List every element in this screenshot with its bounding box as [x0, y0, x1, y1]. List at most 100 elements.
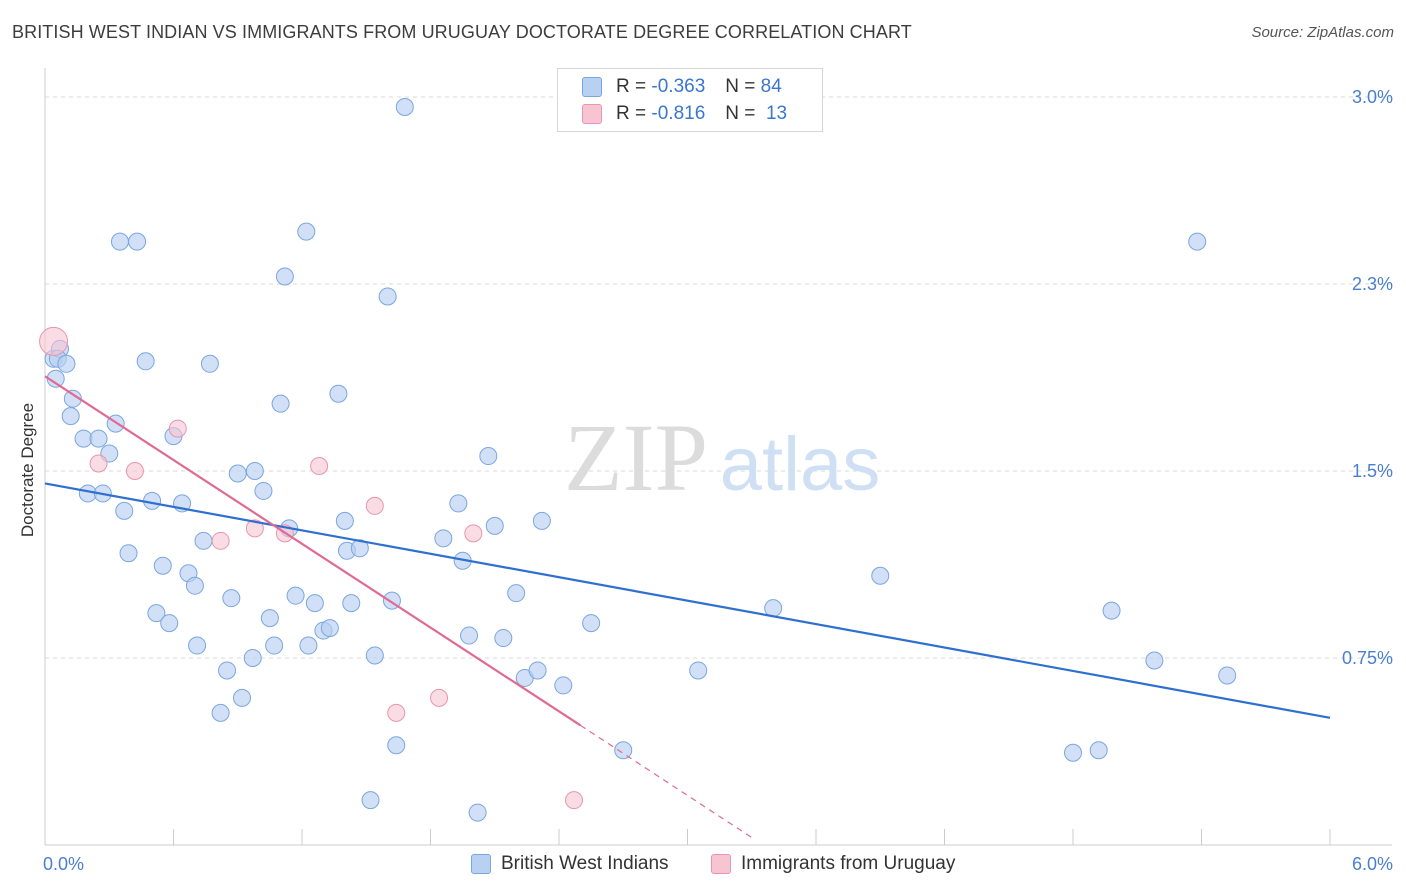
data-point-british-west-indians	[228, 464, 247, 483]
legend-r-label: R =	[616, 103, 647, 124]
data-point-immigrants-uruguay	[168, 419, 187, 438]
data-point-british-west-indians	[614, 741, 633, 760]
x-tick-label: 0.0%	[43, 854, 84, 874]
data-point-british-west-indians	[147, 604, 166, 623]
data-point-british-west-indians	[153, 556, 172, 575]
trend-line-british-west-indians	[44, 482, 1331, 719]
data-point-british-west-indians	[57, 354, 76, 373]
data-point-immigrants-uruguay	[39, 326, 69, 356]
legend-n-label: N =	[725, 76, 756, 97]
stats-legend: R = -0.363 N = 84 R = -0.816 N = 13	[557, 68, 823, 132]
data-point-immigrants-uruguay	[430, 688, 449, 707]
y-tick-label: 0.75%	[1342, 648, 1393, 668]
trend-lines	[44, 375, 1331, 839]
legend-r-value: -0.363	[651, 76, 706, 97]
data-point-british-west-indians	[1188, 232, 1207, 251]
chart-title: BRITISH WEST INDIAN VS IMMIGRANTS FROM U…	[12, 22, 912, 42]
data-point-british-west-indians	[582, 614, 601, 633]
data-point-british-west-indians	[233, 688, 252, 707]
data-point-british-west-indians	[361, 791, 380, 810]
watermark: ZIP atlas	[564, 404, 880, 511]
data-point-british-west-indians	[342, 594, 361, 613]
data-point-british-west-indians	[243, 649, 262, 667]
data-point-british-west-indians	[265, 636, 284, 655]
data-point-immigrants-uruguay	[310, 457, 329, 476]
data-point-british-west-indians	[1102, 601, 1121, 620]
data-point-british-west-indians	[286, 586, 305, 605]
data-point-british-west-indians	[335, 511, 354, 530]
data-point-british-west-indians	[188, 636, 207, 655]
data-point-british-west-indians	[479, 447, 498, 466]
legend-n-value: 13	[765, 103, 788, 124]
grid-lines	[45, 96, 1392, 659]
data-point-british-west-indians	[297, 222, 316, 241]
data-point-british-west-indians	[275, 267, 294, 286]
bottom-legend-british-west-indians: British West Indians	[471, 852, 669, 876]
data-point-british-west-indians	[1218, 666, 1237, 685]
watermark-atlas: atlas	[720, 422, 881, 507]
data-point-british-west-indians	[485, 516, 504, 535]
data-point-british-west-indians	[468, 803, 487, 822]
data-point-immigrants-uruguay	[89, 454, 108, 473]
data-point-british-west-indians	[460, 626, 479, 645]
data-point-british-west-indians	[365, 646, 384, 665]
data-point-british-west-indians	[378, 287, 397, 306]
data-point-british-west-indians	[222, 589, 241, 608]
tick-labels: 0.75% 1.5% 2.3% 3.0% 0.0% 6.0%	[43, 87, 1393, 874]
data-point-british-west-indians	[329, 384, 348, 403]
trend-line-immigrants-uruguay	[44, 375, 582, 727]
bottom-legend-swatch-blue	[471, 854, 491, 874]
data-point-british-west-indians	[449, 494, 468, 513]
data-point-british-west-indians	[434, 529, 453, 548]
data-point-british-west-indians	[871, 566, 890, 585]
legend-swatch-pink	[582, 104, 602, 124]
data-point-british-west-indians	[254, 481, 273, 500]
data-point-british-west-indians	[494, 629, 513, 648]
legend-n-value: 84	[760, 76, 782, 97]
data-point-british-west-indians	[61, 407, 80, 426]
data-point-british-west-indians	[128, 232, 147, 251]
data-point-british-west-indians	[200, 354, 219, 373]
data-point-british-west-indians	[320, 619, 339, 638]
data-point-immigrants-uruguay	[125, 462, 144, 480]
bottom-legend-label-blue: British West Indians	[501, 853, 669, 874]
data-point-british-west-indians	[218, 661, 237, 680]
data-point-british-west-indians	[689, 661, 708, 680]
data-point-british-west-indians	[305, 594, 324, 613]
data-point-british-west-indians	[119, 544, 138, 563]
data-point-immigrants-uruguay	[464, 524, 483, 543]
data-point-british-west-indians	[89, 429, 108, 448]
data-point-british-west-indians	[115, 501, 134, 520]
y-tick-label: 3.0%	[1352, 87, 1393, 107]
bottom-legend-label-pink: Immigrants from Uruguay	[741, 853, 956, 874]
data-point-british-west-indians	[299, 636, 318, 655]
data-point-immigrants-uruguay	[387, 703, 406, 722]
data-point-british-west-indians	[528, 661, 547, 680]
data-point-british-west-indians	[532, 511, 551, 530]
watermark-zip: ZIP	[564, 404, 708, 511]
legend-r-label: R =	[616, 76, 647, 97]
data-point-british-west-indians	[271, 394, 290, 413]
bottom-legend-immigrants-uruguay: Immigrants from Uruguay	[711, 852, 955, 876]
x-tick-label: 6.0%	[1352, 854, 1393, 874]
data-point-immigrants-uruguay	[211, 531, 230, 550]
data-point-british-west-indians	[554, 676, 573, 695]
data-point-british-west-indians	[160, 614, 179, 633]
data-point-british-west-indians	[211, 703, 230, 722]
y-tick-label: 1.5%	[1352, 461, 1393, 481]
legend-row-pink: R = -0.816 N = 13	[582, 102, 787, 126]
data-point-immigrants-uruguay	[245, 519, 264, 538]
data-point-british-west-indians	[245, 462, 264, 480]
y-tick-label: 2.3%	[1352, 274, 1393, 294]
legend-n-label: N =	[725, 103, 756, 124]
data-point-british-west-indians	[1064, 743, 1082, 762]
data-point-immigrants-uruguay	[564, 791, 583, 810]
legend-swatch-blue	[582, 77, 602, 97]
data-point-british-west-indians	[387, 736, 406, 755]
data-point-immigrants-uruguay	[365, 496, 384, 515]
data-point-british-west-indians	[260, 609, 279, 628]
trend-line-extension-immigrants-uruguay	[580, 724, 753, 839]
data-point-british-west-indians	[507, 584, 526, 603]
data-point-british-west-indians	[395, 97, 414, 116]
bottom-legend-swatch-pink	[711, 854, 731, 874]
